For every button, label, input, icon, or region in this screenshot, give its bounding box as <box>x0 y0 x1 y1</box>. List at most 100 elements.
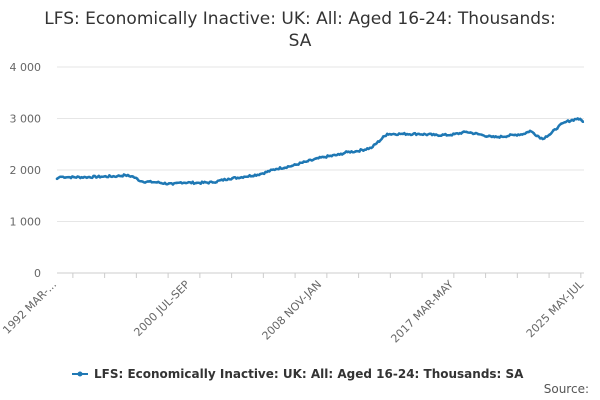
data-point[interactable] <box>516 133 520 136</box>
data-point[interactable] <box>469 131 472 134</box>
data-point[interactable] <box>465 130 468 134</box>
data-point[interactable] <box>88 175 91 179</box>
data-point[interactable] <box>239 176 242 179</box>
data-point[interactable] <box>433 133 437 137</box>
data-point[interactable] <box>401 132 405 136</box>
data-point[interactable] <box>139 180 143 183</box>
data-point[interactable] <box>55 177 59 181</box>
data-point[interactable] <box>576 117 579 120</box>
data-point[interactable] <box>219 178 222 182</box>
data-point[interactable] <box>528 129 532 133</box>
legend[interactable]: LFS: Economically Inactive: UK: All: Age… <box>72 367 524 381</box>
data-point[interactable] <box>175 181 179 185</box>
data-point[interactable] <box>441 133 445 136</box>
data-point[interactable] <box>159 181 163 185</box>
data-point[interactable] <box>124 173 127 177</box>
data-point[interactable] <box>461 130 464 134</box>
data-point[interactable] <box>131 175 135 178</box>
data-point[interactable] <box>183 181 187 185</box>
data-point[interactable] <box>147 180 151 183</box>
data-point[interactable] <box>203 180 206 184</box>
data-point[interactable] <box>362 149 365 152</box>
data-point[interactable] <box>381 135 385 138</box>
data-point[interactable] <box>425 133 429 137</box>
data-point[interactable] <box>116 174 119 178</box>
data-point[interactable] <box>191 180 194 184</box>
data-point[interactable] <box>96 175 99 179</box>
data-point[interactable] <box>207 182 210 185</box>
data-point[interactable] <box>512 133 516 137</box>
data-point[interactable] <box>385 132 389 136</box>
data-point[interactable] <box>358 150 361 153</box>
data-point[interactable] <box>393 133 397 136</box>
data-point[interactable] <box>171 183 175 186</box>
data-point[interactable] <box>108 174 111 177</box>
data-point[interactable] <box>290 164 294 168</box>
data-point[interactable] <box>235 177 238 180</box>
data-point[interactable] <box>389 133 393 136</box>
data-point[interactable] <box>254 174 258 177</box>
data-point[interactable] <box>568 120 571 124</box>
data-point[interactable] <box>405 132 409 136</box>
data-point[interactable] <box>274 167 278 171</box>
data-point[interactable] <box>559 122 563 125</box>
data-point[interactable] <box>457 132 460 136</box>
data-point[interactable] <box>417 132 421 136</box>
data-point[interactable] <box>481 133 484 137</box>
data-point[interactable] <box>536 134 539 138</box>
data-point[interactable] <box>524 131 528 134</box>
data-point[interactable] <box>330 154 333 158</box>
data-point[interactable] <box>540 136 543 140</box>
data-point[interactable] <box>278 166 282 169</box>
data-point[interactable] <box>377 140 381 143</box>
data-point[interactable] <box>306 159 310 163</box>
data-point[interactable] <box>544 135 548 138</box>
data-point[interactable] <box>195 181 198 185</box>
data-point[interactable] <box>397 132 401 135</box>
data-point[interactable] <box>366 147 369 150</box>
data-point[interactable] <box>127 174 131 178</box>
data-point[interactable] <box>350 150 353 153</box>
data-point[interactable] <box>437 134 441 138</box>
data-point[interactable] <box>326 154 329 157</box>
data-point[interactable] <box>80 175 83 179</box>
data-point[interactable] <box>477 132 480 136</box>
data-point[interactable] <box>143 181 147 184</box>
data-point[interactable] <box>563 120 567 124</box>
data-point[interactable] <box>262 172 266 176</box>
data-point[interactable] <box>243 175 246 178</box>
data-point[interactable] <box>104 174 107 178</box>
data-point[interactable] <box>211 181 214 184</box>
data-point[interactable] <box>163 181 167 185</box>
data-point[interactable] <box>318 155 322 159</box>
data-point[interactable] <box>227 177 230 181</box>
data-point[interactable] <box>258 172 262 176</box>
data-point[interactable] <box>409 133 413 137</box>
data-point[interactable] <box>223 177 226 181</box>
data-point[interactable] <box>199 182 202 185</box>
data-point[interactable] <box>112 174 115 178</box>
data-point[interactable] <box>334 153 337 157</box>
data-point[interactable] <box>231 176 234 180</box>
data-point[interactable] <box>294 163 298 166</box>
data-point[interactable] <box>473 132 476 135</box>
data-point[interactable] <box>580 118 583 122</box>
data-point[interactable] <box>68 175 71 179</box>
data-point[interactable] <box>298 161 302 164</box>
data-point[interactable] <box>374 142 377 146</box>
data-point[interactable] <box>92 174 95 178</box>
data-point[interactable] <box>179 181 183 184</box>
data-point[interactable] <box>270 168 274 172</box>
data-point[interactable] <box>504 135 508 139</box>
data-point[interactable] <box>155 181 159 184</box>
data-point[interactable] <box>501 135 504 139</box>
data-point[interactable] <box>370 146 373 150</box>
data-point[interactable] <box>187 180 190 184</box>
data-point[interactable] <box>354 150 357 153</box>
data-point[interactable] <box>72 175 75 179</box>
data-point[interactable] <box>342 152 345 155</box>
data-point[interactable] <box>556 127 559 130</box>
data-point[interactable] <box>64 176 67 179</box>
data-point[interactable] <box>532 132 536 135</box>
data-point[interactable] <box>508 133 512 136</box>
